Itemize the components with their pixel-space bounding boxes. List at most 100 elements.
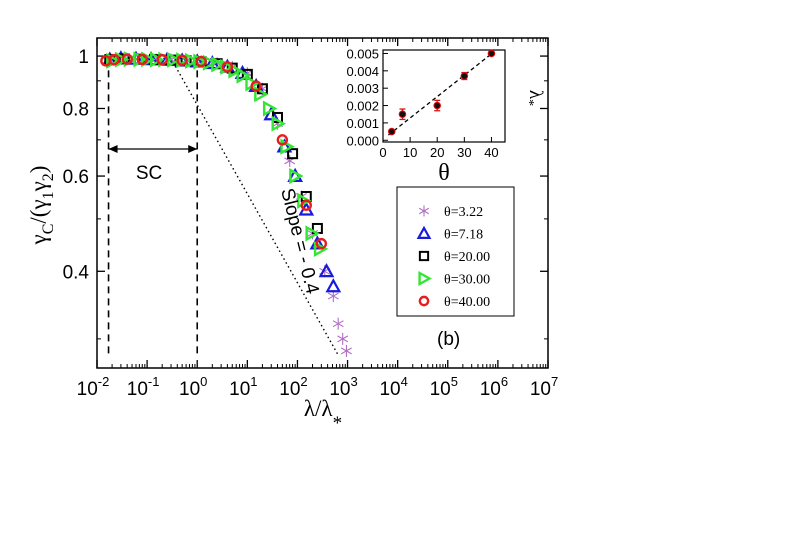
inset-frame: [382, 49, 506, 143]
inset-y-tick-label: 0.003: [346, 81, 379, 96]
x-tick-base: 10: [379, 379, 400, 400]
data-point-asterisk: [337, 332, 349, 345]
inset-marker: [387, 127, 396, 136]
data-point-triangle-up: [416, 225, 432, 239]
data-point-triangle-right: [262, 100, 278, 117]
data-point-triangle-right: [220, 58, 235, 75]
asterisk-stroke: [337, 335, 349, 343]
inset-x-tick-label: 10: [403, 145, 417, 160]
inset-point: [460, 71, 469, 81]
data-point-triangle-right: [271, 115, 286, 132]
x-tick-base: 10: [329, 379, 350, 400]
y-axis-title-end: ): [26, 166, 51, 174]
data-point-circle: [221, 61, 234, 73]
data-point-triangle-right: [149, 51, 165, 68]
legend-item: θ=40.00: [418, 295, 490, 310]
y-tick-label: 0.6: [63, 167, 89, 188]
inset-x-tick-label: 30: [457, 145, 471, 160]
data-point-triangle-right: [193, 53, 208, 70]
inset-y-tick-label: 0.005: [346, 46, 379, 61]
data-point-circle: [108, 53, 120, 66]
plot-area-frame: [96, 37, 549, 369]
data-series: [100, 50, 352, 357]
data-point-triangle-right: [418, 270, 432, 287]
x-tick-label: 107: [530, 374, 558, 400]
y-tick-label: 0.4: [63, 262, 90, 283]
inset-point: [487, 49, 496, 58]
x-tick-base: 10: [179, 379, 200, 400]
y-axis-title-mid2: γ: [26, 181, 51, 192]
y-tick-label: 1: [78, 47, 89, 68]
asterisk-stroke: [418, 207, 430, 215]
data-point-circle: [276, 134, 289, 146]
inset-point: [433, 99, 442, 112]
x-axis-title-base: λ/λ: [304, 396, 334, 421]
data-point-triangle-right: [313, 240, 329, 257]
data-point-square: [418, 250, 430, 262]
data-point-triangle-up: [318, 263, 335, 278]
asterisk-stroke: [327, 292, 339, 300]
x-tick-label: 104: [379, 374, 407, 400]
data-point-circle: [195, 55, 207, 68]
legend-item: θ=30.00: [418, 270, 490, 288]
inset-fit-line: [388, 51, 495, 136]
data-point-circle: [300, 199, 312, 211]
x-tick-base: 10: [480, 379, 501, 400]
x-axis-title: λ/λ*: [304, 396, 342, 434]
y-axis-title-sub-2: 2: [40, 173, 57, 181]
sc-arrowhead-left: [108, 145, 118, 153]
slope-reference-line: [170, 58, 339, 356]
inset-y-tick-label: 0.002: [346, 99, 379, 114]
x-axis-title-sub: *: [333, 413, 343, 434]
data-point-circle: [156, 53, 168, 66]
x-tick-base: 10: [127, 379, 148, 400]
legend-label: θ=40.00: [444, 295, 490, 310]
inset-y-title-base: λ: [525, 90, 546, 100]
data-point-triangle-right: [280, 138, 295, 155]
x-tick-exp: 7: [551, 374, 558, 389]
inset-marker: [433, 101, 442, 110]
inset-y-title-sub: *: [521, 99, 536, 106]
main-axes: 10-2 10-1 100 101 102 103 104 105 106 10710.80.60…: [63, 38, 558, 400]
x-tick-exp: 5: [451, 374, 458, 389]
x-tick-label: 100: [179, 374, 207, 400]
inset-x-tick-label: 20: [430, 145, 444, 160]
y-tick-label: 0.8: [63, 99, 89, 120]
data-point-triangle-right: [211, 56, 226, 73]
x-tick-exp: -1: [148, 374, 160, 389]
legend-label: θ=20.00: [444, 250, 490, 265]
data-point-triangle-right: [167, 51, 182, 68]
y-axis-title-mid: /(γ: [26, 199, 51, 223]
data-point-triangle-right: [289, 168, 304, 185]
data-point-asterisk: [418, 205, 430, 217]
inset-x-tick-label: 0: [379, 145, 386, 160]
legend-item: θ=3.22: [418, 205, 483, 220]
data-point-triangle-right: [236, 67, 251, 84]
x-tick-label: 10-2: [77, 374, 110, 400]
legend-label: θ=30.00: [444, 273, 490, 288]
x-tick-exp: 4: [401, 374, 408, 389]
x-tick-label: 103: [329, 374, 357, 400]
data-point-circle: [176, 54, 188, 67]
x-tick-exp: 1: [250, 374, 257, 389]
x-tick-base: 10: [77, 379, 98, 400]
data-point-triangle-right: [305, 225, 320, 242]
data-point-circle: [136, 53, 148, 66]
data-point-triangle-right: [202, 54, 218, 71]
data-point-circle: [121, 53, 133, 65]
inset-y-tick-label: 0.001: [346, 116, 379, 131]
data-point-circle: [250, 80, 262, 92]
asterisk-stroke: [241, 69, 253, 77]
data-point-circle: [315, 237, 328, 250]
legend-box: [396, 186, 515, 317]
inset-x-title: θ: [438, 160, 450, 186]
data-point-asterisk: [340, 344, 352, 357]
inset-plot: 0 10 20 30 40 0.000 0.001 0.002 0.003 0.004 0.005: [346, 46, 498, 160]
sc-arrowhead-right: [188, 145, 198, 153]
x-tick-exp: 6: [501, 374, 508, 389]
data-point-triangle-up: [325, 278, 342, 293]
x-tick-base: 10: [279, 379, 300, 400]
inset-x-tick-label: 40: [484, 145, 498, 160]
x-tick-label: 106: [480, 374, 508, 400]
